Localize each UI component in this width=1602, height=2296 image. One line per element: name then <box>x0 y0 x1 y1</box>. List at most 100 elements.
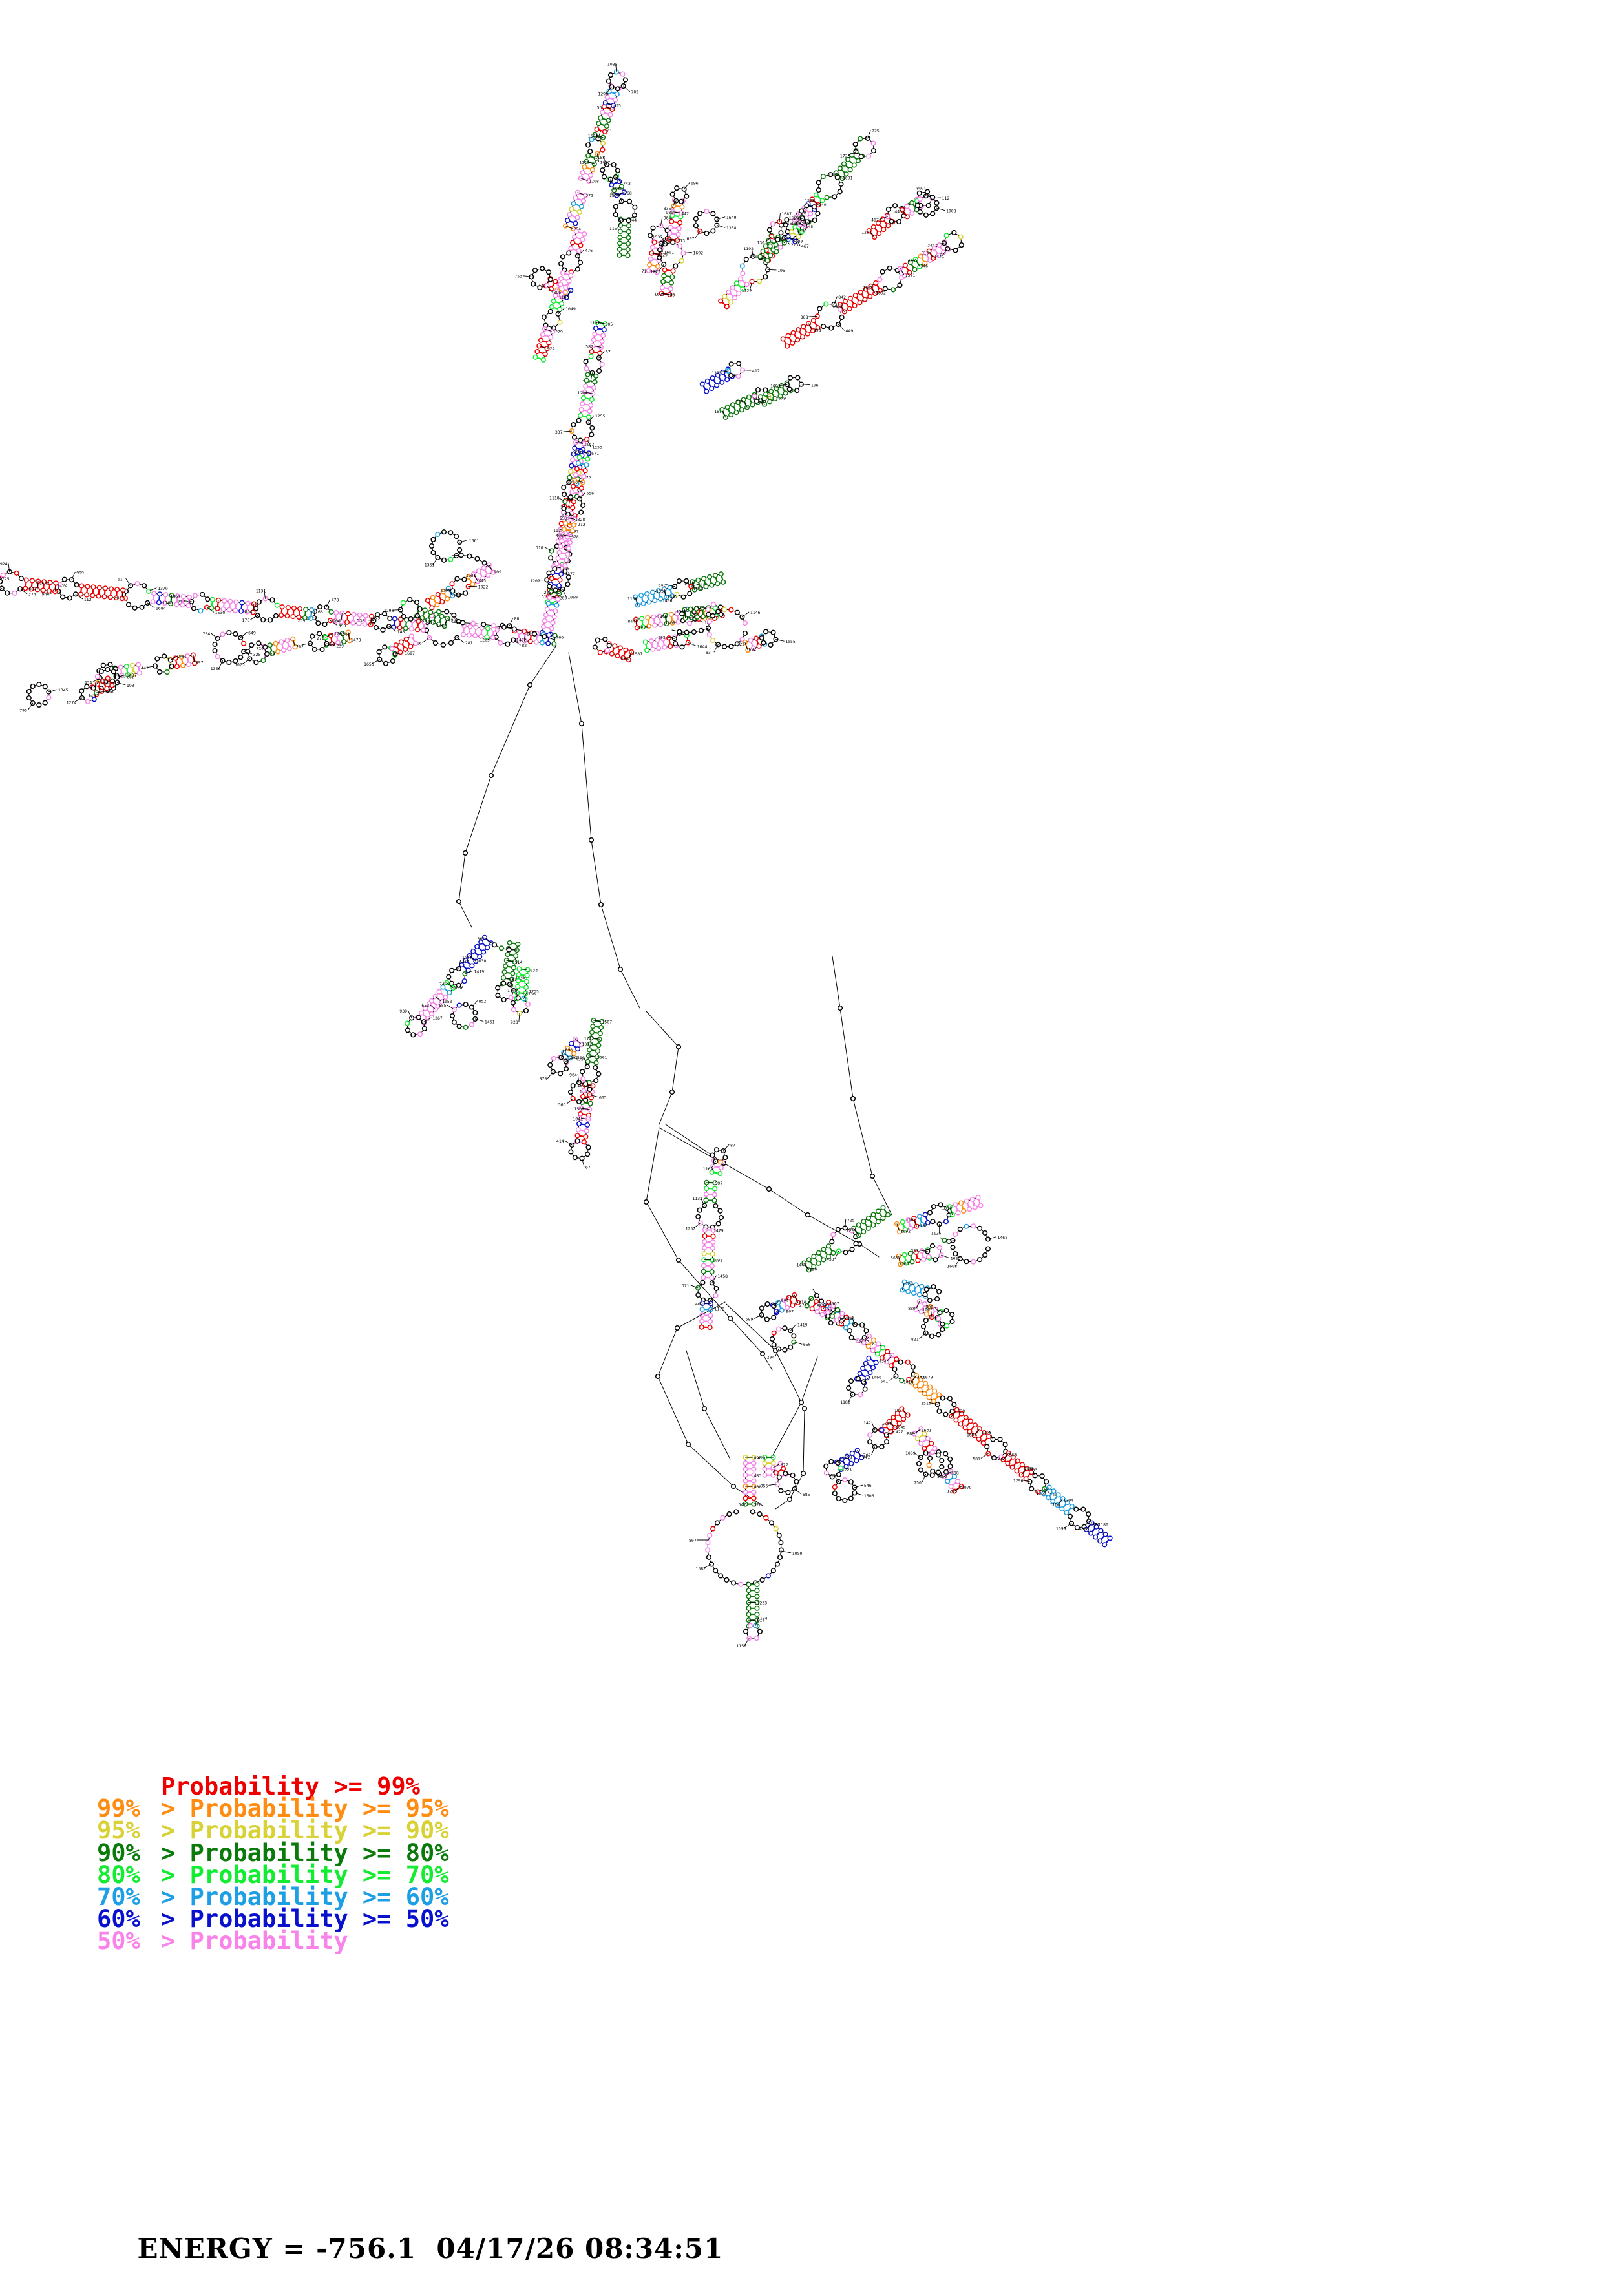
svg-text:753: 753 <box>514 274 522 279</box>
svg-text:1567: 1567 <box>829 1301 839 1307</box>
svg-text:1267: 1267 <box>432 1016 443 1021</box>
svg-text:696: 696 <box>691 181 699 186</box>
svg-text:582: 582 <box>585 344 593 349</box>
svg-text:649: 649 <box>248 630 256 635</box>
svg-text:1694: 1694 <box>967 1433 977 1438</box>
svg-text:898: 898 <box>814 328 821 333</box>
svg-text:1673: 1673 <box>843 1315 854 1320</box>
svg-text:371: 371 <box>682 1283 690 1288</box>
svg-text:1152: 1152 <box>584 441 595 447</box>
svg-text:852: 852 <box>479 999 487 1004</box>
svg-text:1279: 1279 <box>553 329 563 334</box>
svg-text:449: 449 <box>846 328 854 333</box>
svg-text:239: 239 <box>336 643 344 648</box>
svg-text:1208: 1208 <box>589 178 599 184</box>
svg-text:305: 305 <box>605 322 613 327</box>
svg-text:939: 939 <box>399 1009 407 1014</box>
svg-text:916: 916 <box>106 690 114 695</box>
svg-text:563: 563 <box>1009 1452 1017 1457</box>
svg-text:373: 373 <box>540 1077 547 1082</box>
svg-text:193: 193 <box>127 683 134 688</box>
svg-text:934: 934 <box>610 191 618 196</box>
svg-text:1192: 1192 <box>743 246 754 251</box>
svg-text:130: 130 <box>757 240 764 246</box>
svg-text:725: 725 <box>847 1217 855 1223</box>
svg-text:810: 810 <box>922 250 929 255</box>
svg-text:795: 795 <box>19 708 27 713</box>
svg-text:835: 835 <box>664 206 671 211</box>
svg-text:993: 993 <box>173 595 180 600</box>
svg-text:1601: 1601 <box>664 249 674 255</box>
svg-text:1406: 1406 <box>662 598 673 604</box>
svg-text:1571: 1571 <box>589 451 599 456</box>
svg-text:1193: 1193 <box>825 1473 836 1478</box>
svg-text:1508: 1508 <box>574 1106 584 1111</box>
svg-text:1274: 1274 <box>67 700 77 705</box>
svg-text:1692: 1692 <box>876 290 886 295</box>
svg-text:1146: 1146 <box>750 610 761 615</box>
svg-text:170: 170 <box>242 618 250 623</box>
svg-text:57: 57 <box>606 350 611 355</box>
svg-text:1259: 1259 <box>982 1429 992 1435</box>
svg-text:406: 406 <box>556 533 564 538</box>
probability-legend: Probability >= 99% 99% > Probability >= … <box>0 1776 1602 1953</box>
svg-text:204: 204 <box>767 1354 775 1360</box>
svg-text:650: 650 <box>803 1342 811 1347</box>
svg-text:434: 434 <box>879 1359 887 1364</box>
legend-value-50: 50% <box>406 1905 449 1933</box>
svg-text:1356: 1356 <box>211 666 221 671</box>
svg-text:941: 941 <box>862 1455 870 1460</box>
svg-text:924: 924 <box>0 562 8 567</box>
svg-text:1225: 1225 <box>651 269 661 274</box>
legend-op-50: >= <box>363 1905 392 1933</box>
svg-text:779: 779 <box>735 399 743 404</box>
svg-text:909: 909 <box>333 618 341 624</box>
svg-text:1692: 1692 <box>693 250 703 255</box>
svg-text:1202: 1202 <box>530 578 540 584</box>
svg-text:399: 399 <box>339 624 346 629</box>
svg-text:705: 705 <box>631 90 638 95</box>
svg-text:337: 337 <box>911 1248 918 1254</box>
svg-text:1073: 1073 <box>832 304 843 309</box>
svg-text:1397: 1397 <box>441 588 451 593</box>
svg-text:692: 692 <box>749 647 757 652</box>
svg-text:1697: 1697 <box>405 651 415 656</box>
svg-text:578: 578 <box>571 534 579 540</box>
svg-text:756: 756 <box>914 1480 922 1485</box>
svg-text:498: 498 <box>448 618 456 623</box>
svg-text:1022: 1022 <box>478 584 489 589</box>
svg-text:766: 766 <box>556 635 564 640</box>
svg-text:568: 568 <box>695 587 703 592</box>
svg-text:112: 112 <box>84 597 92 602</box>
svg-text:343: 343 <box>917 1374 925 1380</box>
svg-text:928: 928 <box>511 1020 518 1025</box>
svg-text:275: 275 <box>543 590 551 595</box>
svg-text:665: 665 <box>599 1095 607 1101</box>
svg-text:898: 898 <box>565 1048 573 1053</box>
svg-text:1204: 1204 <box>1063 1498 1073 1503</box>
svg-text:1419: 1419 <box>797 1322 808 1327</box>
svg-text:565: 565 <box>891 1256 898 1261</box>
svg-text:1188: 1188 <box>595 155 605 160</box>
svg-text:731: 731 <box>828 172 836 177</box>
svg-text:116: 116 <box>906 1217 914 1223</box>
svg-text:1106: 1106 <box>627 596 638 602</box>
svg-text:1118: 1118 <box>549 495 560 500</box>
svg-text:539: 539 <box>957 1409 965 1414</box>
svg-text:768: 768 <box>624 191 632 196</box>
svg-text:725: 725 <box>872 129 880 134</box>
svg-text:642: 642 <box>658 583 666 588</box>
svg-text:1461: 1461 <box>485 1019 495 1024</box>
svg-text:447: 447 <box>681 211 689 216</box>
svg-text:1400: 1400 <box>574 1055 585 1060</box>
svg-text:1431: 1431 <box>934 253 944 258</box>
svg-text:1672: 1672 <box>787 221 797 226</box>
svg-text:689: 689 <box>908 258 916 264</box>
svg-text:1072: 1072 <box>582 1042 592 1047</box>
svg-text:112: 112 <box>942 196 950 201</box>
svg-text:262: 262 <box>296 644 304 649</box>
svg-text:435: 435 <box>613 103 621 109</box>
svg-text:1328: 1328 <box>575 517 585 522</box>
svg-text:1684: 1684 <box>156 606 166 611</box>
